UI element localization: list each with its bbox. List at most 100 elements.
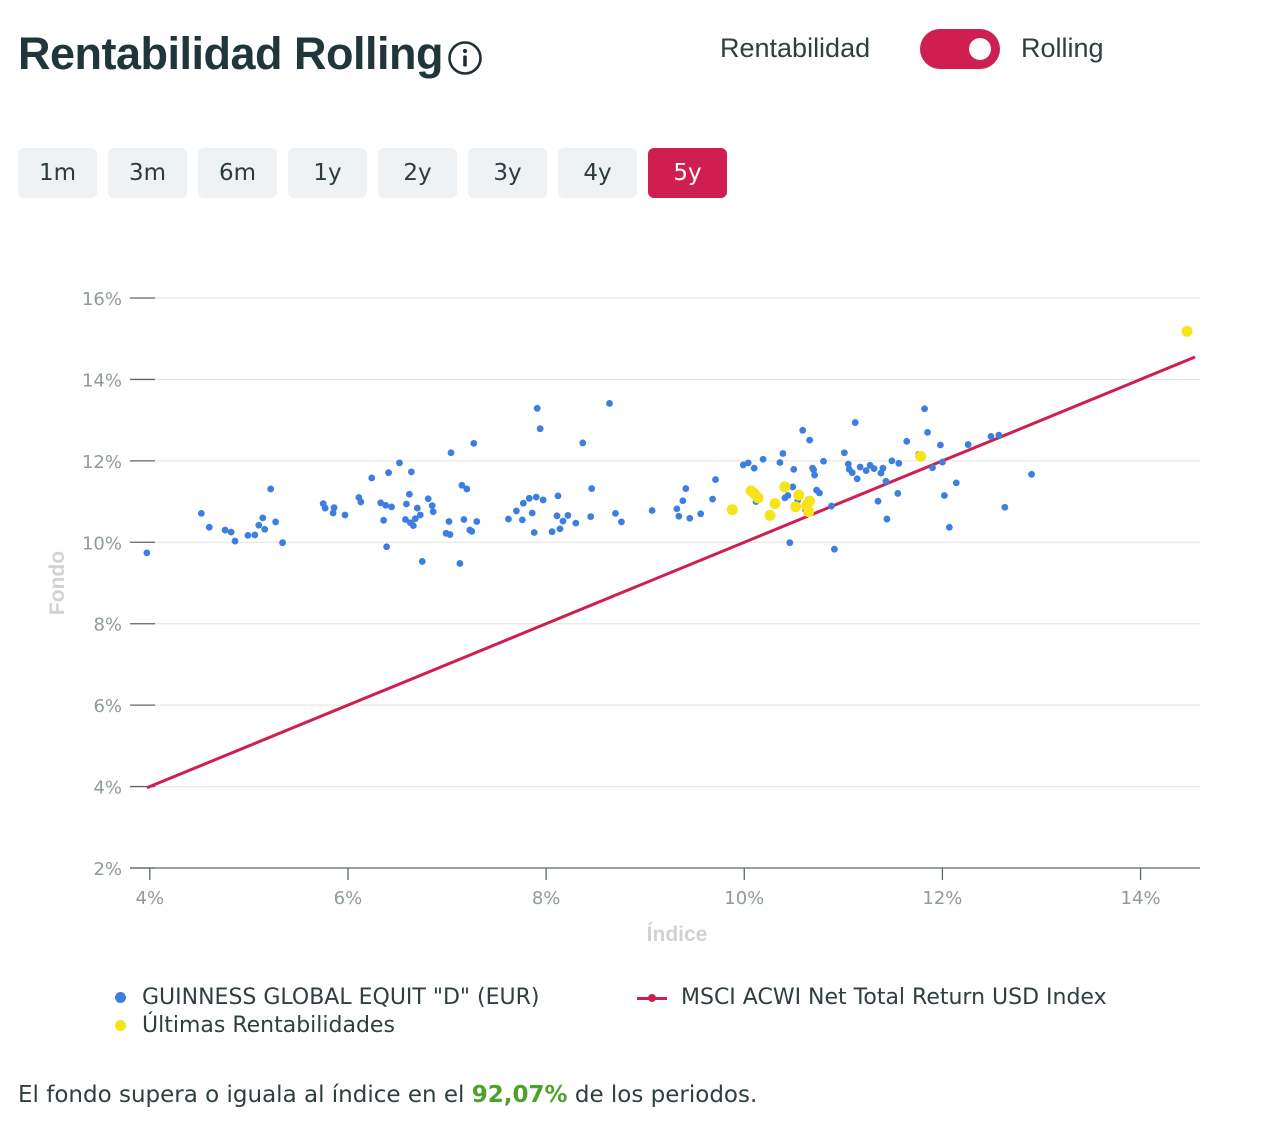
recent-return-point[interactable] [764, 509, 776, 521]
info-icon[interactable] [447, 40, 483, 76]
fund-data-point[interactable] [686, 514, 694, 522]
fund-data-point[interactable] [470, 439, 478, 447]
fund-data-point[interactable] [939, 458, 946, 466]
fund-data-point[interactable] [673, 505, 681, 513]
mode-toggle-switch[interactable] [920, 29, 1000, 69]
fund-data-point[interactable] [987, 433, 995, 440]
fund-data-point[interactable] [231, 537, 239, 545]
fund-data-point[interactable] [874, 497, 882, 505]
fund-data-point[interactable] [402, 516, 409, 523]
fund-data-point[interactable] [460, 516, 468, 523]
fund-data-point[interactable] [447, 449, 455, 457]
fund-data-point[interactable] [606, 400, 613, 407]
fund-data-point[interactable] [894, 490, 902, 497]
fund-data-point[interactable] [648, 507, 656, 514]
fund-data-point[interactable] [784, 492, 792, 499]
fund-data-point[interactable] [413, 504, 421, 512]
fund-data-point[interactable] [418, 558, 426, 565]
fund-data-point[interactable] [853, 475, 861, 483]
fund-data-point[interactable] [429, 508, 437, 516]
fund-data-point[interactable] [463, 485, 471, 493]
recent-return-point[interactable] [779, 481, 791, 493]
fund-data-point[interactable] [382, 501, 390, 509]
tab-3y[interactable]: 3y [468, 148, 547, 198]
fund-data-point[interactable] [357, 498, 365, 506]
fund-data-point[interactable] [255, 521, 263, 529]
fund-data-point[interactable] [539, 496, 547, 504]
fund-data-point[interactable] [505, 515, 512, 523]
fund-data-point[interactable] [828, 502, 835, 510]
fund-data-point[interactable] [1028, 470, 1035, 478]
recent-return-point[interactable] [790, 501, 802, 513]
recent-return-point[interactable] [769, 498, 781, 510]
fund-data-point[interactable] [750, 464, 758, 472]
fund-data-point[interactable] [428, 502, 436, 510]
fund-data-point[interactable] [776, 459, 784, 466]
fund-data-point[interactable] [528, 509, 536, 517]
fund-data-point[interactable] [675, 512, 683, 520]
fund-data-point[interactable] [329, 509, 337, 517]
fund-data-point[interactable] [548, 528, 556, 536]
fund-data-point[interactable] [612, 509, 619, 517]
legend-item-index[interactable]: MSCI ACWI Net Total Return USD Index [637, 985, 1107, 1010]
fund-data-point[interactable] [945, 523, 953, 531]
fund-data-point[interactable] [831, 545, 838, 553]
fund-data-point[interactable] [221, 526, 229, 534]
fund-data-point[interactable] [553, 512, 561, 520]
fund-data-point[interactable] [259, 514, 267, 522]
fund-data-point[interactable] [143, 549, 151, 557]
toggle-label-rolling[interactable]: Rolling [1021, 33, 1104, 63]
fund-data-point[interactable] [888, 457, 896, 465]
fund-data-point[interactable] [564, 512, 572, 519]
fund-data-point[interactable] [554, 492, 562, 500]
fund-data-point[interactable] [882, 477, 890, 485]
recent-return-point[interactable] [915, 450, 927, 462]
fund-data-point[interactable] [712, 476, 719, 483]
fund-data-point[interactable] [790, 466, 798, 473]
fund-data-point[interactable] [556, 525, 564, 533]
fund-data-point[interactable] [532, 493, 540, 501]
fund-data-point[interactable] [458, 481, 466, 489]
fund-data-point[interactable] [205, 523, 213, 531]
fund-data-point[interactable] [396, 459, 403, 467]
toggle-label-rentabilidad[interactable]: Rentabilidad [720, 33, 871, 63]
fund-data-point[interactable] [446, 531, 454, 538]
fund-data-point[interactable] [388, 503, 395, 511]
fund-data-point[interactable] [512, 507, 520, 515]
fund-data-point[interactable] [197, 509, 205, 517]
fund-data-point[interactable] [810, 466, 818, 474]
recent-return-point[interactable] [793, 489, 805, 501]
legend-item-recent[interactable]: Últimas Rentabilidades [115, 1013, 395, 1038]
fund-data-point[interactable] [682, 485, 690, 492]
fund-data-point[interactable] [1001, 503, 1009, 511]
fund-data-point[interactable] [341, 511, 349, 519]
fund-data-point[interactable] [806, 436, 814, 444]
fund-data-point[interactable] [445, 518, 453, 525]
fund-data-point[interactable] [709, 495, 716, 503]
fund-data-point[interactable] [964, 441, 972, 448]
fund-data-point[interactable] [759, 455, 767, 463]
fund-data-point[interactable] [862, 467, 870, 475]
fund-data-point[interactable] [321, 504, 329, 512]
tab-2y[interactable]: 2y [378, 148, 457, 198]
fund-data-point[interactable] [848, 469, 856, 477]
fund-data-point[interactable] [473, 518, 481, 525]
fund-data-point[interactable] [697, 510, 705, 518]
legend-item-fund[interactable]: GUINNESS GLOBAL EQUIT "D" (EUR) [115, 985, 539, 1010]
tab-4y[interactable]: 4y [558, 148, 637, 198]
fund-data-point[interactable] [559, 517, 567, 525]
fund-data-point[interactable] [579, 439, 587, 447]
tab-1m[interactable]: 1m [18, 148, 97, 198]
fund-data-point[interactable] [940, 492, 948, 499]
fund-data-point[interactable] [903, 437, 911, 445]
fund-data-point[interactable] [870, 465, 878, 472]
fund-data-point[interactable] [588, 485, 596, 492]
fund-data-point[interactable] [618, 518, 625, 526]
fund-data-point[interactable] [844, 460, 852, 468]
fund-data-point[interactable] [937, 441, 944, 449]
fund-data-point[interactable] [679, 497, 687, 505]
fund-data-point[interactable] [525, 494, 533, 502]
fund-data-point[interactable] [272, 518, 280, 526]
tab-5y[interactable]: 5y [648, 148, 727, 198]
recent-return-point[interactable] [726, 504, 738, 516]
